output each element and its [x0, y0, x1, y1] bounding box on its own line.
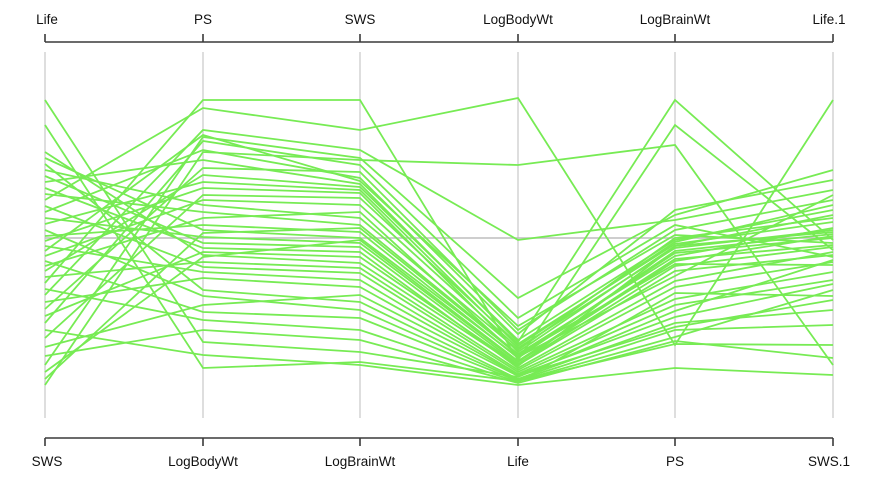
top-axis-label-1: PS	[194, 12, 212, 27]
data-line	[44, 329, 834, 386]
bottom-axis-label-3: Life	[507, 454, 529, 469]
data-line	[44, 149, 834, 336]
data-line	[44, 144, 834, 386]
top-axis-label-2: SWS	[345, 12, 376, 27]
data-line	[44, 194, 834, 346]
bottom-axis-label-2: LogBrainWt	[325, 454, 396, 469]
data-line	[44, 294, 834, 377]
data-line	[44, 261, 834, 372]
bottom-axis-label-4: PS	[666, 454, 684, 469]
data-line	[44, 96, 834, 347]
top-axis-label-3: LogBodyWt	[483, 12, 553, 27]
data-line	[44, 211, 834, 358]
data-line	[44, 199, 834, 350]
bottom-axis-label-5: SWS.1	[808, 454, 850, 469]
data-line	[44, 140, 834, 324]
data-line	[44, 129, 834, 296]
top-axis-label-5: Life.1	[812, 12, 845, 27]
bottom-axis-label-0: SWS	[32, 454, 63, 469]
data-line	[44, 329, 834, 384]
data-line	[44, 227, 834, 380]
data-line	[44, 99, 834, 362]
data-line	[44, 229, 834, 381]
data-line	[44, 277, 834, 376]
data-line	[44, 134, 834, 328]
top-axis-label-0: Life	[36, 12, 58, 27]
data-line	[44, 163, 834, 380]
data-line	[44, 99, 834, 378]
data-line	[44, 245, 834, 376]
data-line	[44, 239, 834, 373]
data-line	[44, 251, 834, 367]
top-axis-label-4: LogBrainWt	[640, 12, 711, 27]
data-line	[44, 136, 834, 366]
bottom-axis-label-1: LogBodyWt	[168, 454, 238, 469]
data-line	[44, 175, 834, 366]
data-line	[44, 288, 834, 383]
